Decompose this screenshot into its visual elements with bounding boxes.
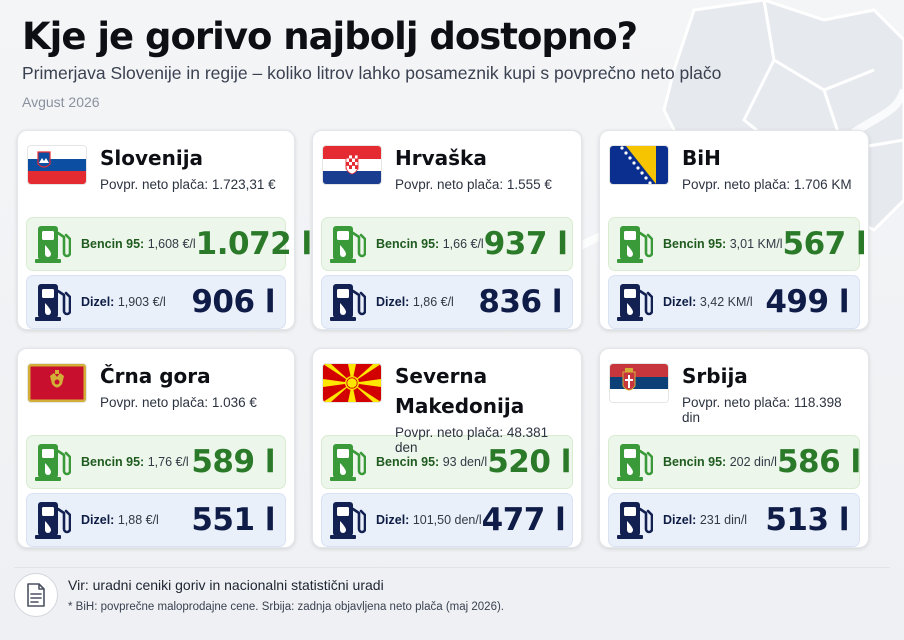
country-name: Črna gora (100, 364, 211, 388)
petrol-label: Bencin 95: (81, 237, 145, 251)
document-icon (14, 573, 58, 617)
diesel-row: Dizel: 1,88 €/l 551 l (26, 493, 286, 547)
slovenia-flag-icon (28, 146, 86, 184)
diesel-litres: 836 l (478, 284, 562, 320)
petrol-price: 3,01 KM/l (729, 237, 783, 251)
footer-divider (14, 567, 890, 568)
petrol-price: 93 den/l (442, 455, 488, 469)
page-title: Kje je gorivo najbolj dostopno? (22, 15, 638, 58)
petrol-row: Bencin 95: 1,76 €/l 589 l (26, 435, 286, 489)
fuel-pump-navy-icon (35, 499, 71, 541)
petrol-litres: 586 l (776, 444, 861, 480)
petrol-price: 1,608 €/l (147, 237, 196, 251)
page-date: Avgust 2026 (22, 94, 100, 110)
diesel-label: Dizel: (376, 513, 410, 527)
diesel-price: 231 din/l (699, 513, 748, 527)
fuel-pump-green-icon (617, 223, 653, 265)
average-net-salary: Povpr. neto plača: 1.555 € (395, 177, 552, 192)
diesel-label: Dizel: (81, 295, 115, 309)
petrol-litres: 1.072 l (195, 226, 312, 262)
diesel-label: Dizel: (81, 513, 115, 527)
petrol-label: Bencin 95: (376, 455, 440, 469)
petrol-price: 1,66 €/l (442, 237, 484, 251)
bih-flag-icon (610, 146, 668, 184)
country-name: BiH (682, 146, 721, 170)
average-net-salary: Povpr. neto plača: 1.036 € (100, 395, 257, 410)
petrol-label: Bencin 95: (663, 237, 727, 251)
diesel-label: Dizel: (663, 295, 697, 309)
country-name: Hrvaška (395, 146, 487, 170)
diesel-row: Dizel: 231 din/l 513 l (608, 493, 860, 547)
petrol-row: Bencin 95: 1,66 €/l 937 l (321, 217, 573, 271)
diesel-price: 1,86 €/l (412, 295, 454, 309)
diesel-row: Dizel: 1,86 €/l 836 l (321, 275, 573, 329)
country-name: Slovenija (100, 146, 204, 170)
petrol-row: Bencin 95: 202 din/l 586 l (608, 435, 861, 489)
country-card-slovenia: Slovenija Povpr. neto plača: 1.723,31 € … (17, 130, 312, 330)
petrol-label: Bencin 95: (81, 455, 145, 469)
diesel-price: 1,903 €/l (117, 295, 166, 309)
petrol-litres: 589 l (191, 444, 275, 480)
footer: Vir: uradni ceniki goriv in nacionalni s… (14, 567, 890, 629)
diesel-litres: 477 l (481, 502, 566, 538)
fuel-pump-green-icon (35, 223, 71, 265)
petrol-label: Bencin 95: (376, 237, 440, 251)
diesel-litres: 551 l (191, 502, 275, 538)
country-name: Srbija (682, 364, 748, 388)
country-card-croatia: Hrvaška Povpr. neto plača: 1.555 € Benci… (312, 130, 582, 330)
diesel-row: Dizel: 3,42 KM/l 499 l (608, 275, 860, 329)
average-net-salary: Povpr. neto plača: 1.723,31 € (100, 177, 276, 192)
serbia-flag-icon (610, 364, 668, 402)
diesel-litres: 499 l (765, 284, 849, 320)
petrol-litres: 567 l (782, 226, 867, 262)
fuel-pump-green-icon (35, 441, 71, 483)
fuel-pump-green-icon (617, 441, 653, 483)
fuel-pump-navy-icon (330, 499, 366, 541)
petrol-litres: 520 l (487, 444, 571, 480)
average-net-salary: Povpr. neto plača: 1.706 KM (682, 177, 852, 192)
country-name: Severna Makedonija (395, 364, 525, 418)
country-card-bih: BiH Povpr. neto plača: 1.706 KM Bencin 9… (599, 130, 869, 330)
petrol-row: Bencin 95: 93 den/l 520 l (321, 435, 573, 489)
country-card-north-macedonia: Severna Makedonija Povpr. neto plača: 48… (312, 348, 582, 548)
fuel-pump-navy-icon (35, 281, 71, 323)
fuel-pump-navy-icon (617, 281, 653, 323)
fuel-pump-navy-icon (330, 281, 366, 323)
diesel-row: Dizel: 101,50 den/l 477 l (321, 493, 573, 547)
average-net-salary: Povpr. neto plača: 48.381 den (395, 425, 549, 455)
diesel-litres: 513 l (765, 502, 849, 538)
diesel-label: Dizel: (376, 295, 410, 309)
country-card-montenegro: Črna gora Povpr. neto plača: 1.036 € Ben… (17, 348, 295, 548)
average-net-salary: Povpr. neto plača: 118.398 din (682, 395, 842, 425)
petrol-litres: 937 l (483, 226, 568, 262)
petrol-row: Bencin 95: 3,01 KM/l 567 l (608, 217, 867, 271)
diesel-price: 1,88 €/l (117, 513, 159, 527)
montenegro-flag-icon (28, 364, 86, 402)
diesel-row: Dizel: 1,903 €/l 906 l (26, 275, 286, 329)
petrol-price: 202 din/l (729, 455, 777, 469)
petrol-price: 1,76 €/l (147, 455, 189, 469)
north-macedonia-flag-icon (323, 364, 381, 402)
diesel-price: 101,50 den/l (412, 513, 482, 527)
fuel-pump-green-icon (330, 223, 366, 265)
source-text: Vir: uradni ceniki goriv in nacionalni s… (68, 577, 384, 593)
fuel-pump-green-icon (330, 441, 366, 483)
petrol-label: Bencin 95: (663, 455, 727, 469)
country-card-serbia: Srbija Povpr. neto plača: 118.398 din Be… (599, 348, 869, 548)
footnote-text: * BiH: povprečne maloprodajne cene. Srbi… (68, 601, 504, 613)
header: Kje je gorivo najbolj dostopno? Primerja… (22, 14, 882, 110)
petrol-row: Bencin 95: 1,608 €/l 1.072 l (26, 217, 312, 271)
diesel-price: 3,42 KM/l (699, 295, 753, 309)
diesel-litres: 906 l (191, 284, 275, 320)
croatia-flag-icon (323, 146, 381, 184)
page-subtitle: Primerjava Slovenije in regije – koliko … (22, 63, 722, 83)
diesel-label: Dizel: (663, 513, 697, 527)
country-grid: Slovenija Povpr. neto plača: 1.723,31 € … (17, 130, 869, 548)
fuel-pump-navy-icon (617, 499, 653, 541)
